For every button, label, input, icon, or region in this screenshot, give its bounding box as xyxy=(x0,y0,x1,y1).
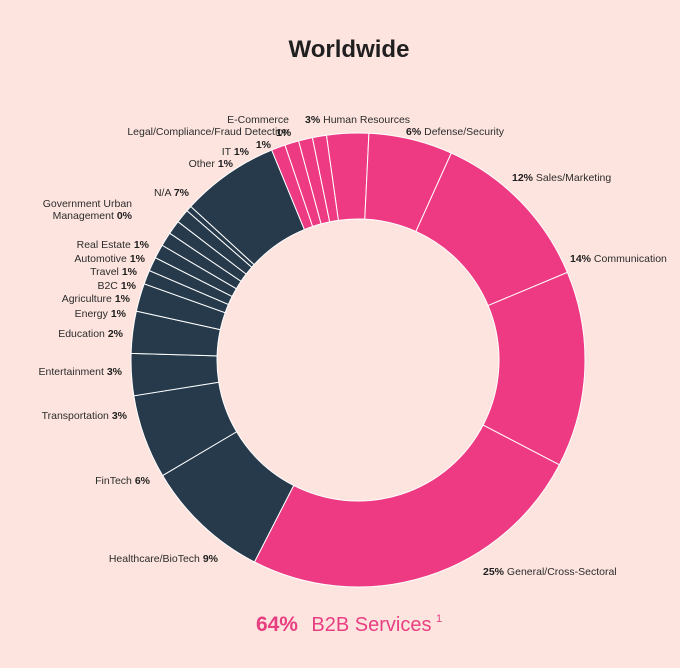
label-general-cross-sectoral: 25% General/Cross-Sectoral xyxy=(483,566,617,578)
label-transportation: Transportation 3% xyxy=(42,410,128,422)
footer-value: 64% xyxy=(256,613,298,636)
footer-label: B2B Services xyxy=(311,614,431,636)
footer: 64% B2B Services 1 xyxy=(256,613,442,636)
label-real-estate: Real Estate 1% xyxy=(77,239,150,251)
label-defense-security: 6% Defense/Security xyxy=(406,126,505,138)
label-education: Education 2% xyxy=(58,328,123,340)
label-it: IT 1% xyxy=(222,146,250,158)
label-e-commerce: E-Commerce xyxy=(227,114,289,126)
value-e-commerce: 1% xyxy=(276,127,292,139)
slices-group xyxy=(130,132,586,588)
slice-e-commerce xyxy=(311,134,339,223)
label-legal-compliance-fraud-detection: Legal/Compliance/Fraud Detection 1% xyxy=(127,126,289,151)
label-fintech: FinTech 6% xyxy=(95,475,151,487)
label-entertainment: Entertainment 3% xyxy=(39,366,123,378)
label-n-a: N/A 7% xyxy=(154,187,190,199)
label-government-urban-management: Government Urban Management 0% xyxy=(43,198,133,222)
chart-title: Worldwide xyxy=(289,36,410,63)
label-sales-marketing: 12% Sales/Marketing xyxy=(512,172,611,184)
label-travel: Travel 1% xyxy=(90,266,138,278)
label-energy: Energy 1% xyxy=(75,308,127,320)
label-agriculture: Agriculture 1% xyxy=(62,293,131,305)
label-b2c: B2C 1% xyxy=(97,280,136,292)
footer-footnote: 1 xyxy=(436,613,442,625)
label-communication: 14% Communication xyxy=(570,253,667,265)
label-human-resources: 3% Human Resources xyxy=(305,114,410,126)
label-healthcare-biotech: Healthcare/BioTech 9% xyxy=(109,553,219,565)
label-automotive: Automotive 1% xyxy=(74,253,145,265)
label-other: Other 1% xyxy=(189,158,234,170)
slice-general-cross-sectoral xyxy=(253,424,561,588)
